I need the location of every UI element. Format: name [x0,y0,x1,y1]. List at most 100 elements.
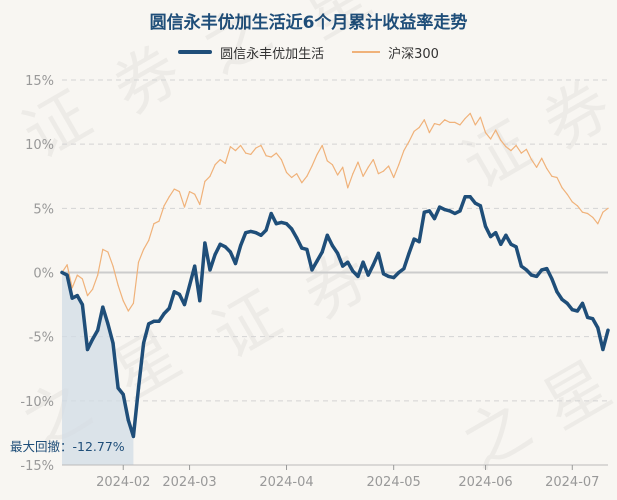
data-point-fund [249,229,253,234]
data-point-fund [524,268,528,272]
data-point-index [541,157,543,159]
data-point-fund [432,217,437,221]
data-point-fund [208,268,212,272]
data-point-index [342,166,344,168]
watermark-glyph: 券 [531,68,617,164]
data-point-index [576,205,578,207]
data-point-index [163,205,165,207]
data-point-fund [300,246,304,250]
data-point-fund [443,208,447,212]
data-point-index [382,170,385,172]
data-point-fund [167,306,171,311]
data-point-index [500,139,502,141]
data-point-index [479,116,482,118]
data-point-index [260,144,262,147]
data-point-index [413,130,415,132]
data-point-index [143,248,145,250]
data-point-index [86,295,89,297]
data-point-index [510,149,512,152]
data-point-index [291,176,293,179]
data-point-fund [519,264,523,268]
legend-label-index: 沪深300 [388,46,439,62]
x-tick-label: 2024-02 [96,475,150,490]
data-point-index [296,173,298,175]
data-point-index [377,173,379,175]
data-point-fund [463,195,467,199]
data-point-index [183,206,186,208]
data-point-fund [228,250,232,254]
data-point-fund [213,252,217,257]
data-point-index [153,223,155,225]
data-point-fund [80,302,85,307]
legend-item-fund[interactable]: 圆信永丰优加生活 [178,43,324,62]
data-point-index [311,165,313,167]
data-point-fund [417,240,421,244]
data-point-index [403,149,405,152]
data-point-index [551,175,553,177]
data-point-fund [152,319,156,323]
data-point-index [209,175,211,177]
data-point-index [117,284,119,286]
data-point-index [326,160,328,162]
data-point-index [168,196,170,198]
data-point-index [469,112,471,114]
data-point-index [188,191,191,193]
data-point-fund [458,209,462,213]
watermark-glyph: 证 [201,278,293,374]
data-point-index [474,124,476,126]
data-point-index [229,146,231,148]
y-tick-label: 0% [33,267,54,282]
data-point-fund [284,222,289,226]
data-point-index [520,152,522,154]
chart-title: 圆信永丰优加生活近6个月累计收益率走势 [149,13,468,33]
data-point-fund [483,224,488,228]
data-point-fund [366,273,370,277]
data-point-fund [570,308,574,312]
legend-swatch-index [352,51,381,53]
data-point-fund [575,309,579,313]
x-tick-label: 2024-06 [458,475,512,490]
data-point-index [107,251,109,253]
data-point-index [102,248,104,250]
data-point-index [204,180,206,182]
y-tick-label: 10% [25,138,54,153]
data-point-index [245,152,247,154]
data-point-fund [341,264,345,268]
legend-item-index[interactable]: 沪深300 [352,43,439,62]
y-tick-label: -5% [29,331,54,346]
data-point-fund [473,201,477,205]
data-point-fund [580,301,585,305]
data-point-fund [182,302,187,307]
watermark-glyph: 星 [531,348,617,444]
data-point-fund [402,267,406,271]
data-point-fund [386,274,391,278]
data-point-index [535,166,538,168]
data-point-fund [412,237,416,241]
data-point-fund [489,234,493,239]
max-drawdown-area [62,272,134,465]
data-point-index [525,148,527,150]
data-point-index [275,152,277,154]
data-point-fund [330,243,335,248]
data-point-index [158,220,160,222]
data-point-fund [555,290,559,294]
data-point-fund [198,299,202,303]
data-point-fund [106,322,110,326]
data-point-fund [60,270,64,275]
data-point-fund [376,251,380,255]
y-axis-ticks: 15% 10% 5% 0% -5% -10% -15% [20,74,54,474]
data-point-fund [504,233,508,237]
data-point-fund [121,392,125,397]
data-point-fund [223,245,227,249]
watermark-glyph: 之 [191,0,283,89]
data-point-fund [126,418,130,422]
data-point-fund [585,315,590,320]
data-point-fund [218,242,222,246]
y-tick-label: -15% [20,459,54,474]
data-point-fund [310,268,314,272]
data-point-fund [305,247,309,251]
watermark-glyph: 证 [11,78,103,174]
y-tick-label: -10% [20,395,54,410]
data-point-index [122,300,124,302]
data-point-fund [325,233,329,237]
